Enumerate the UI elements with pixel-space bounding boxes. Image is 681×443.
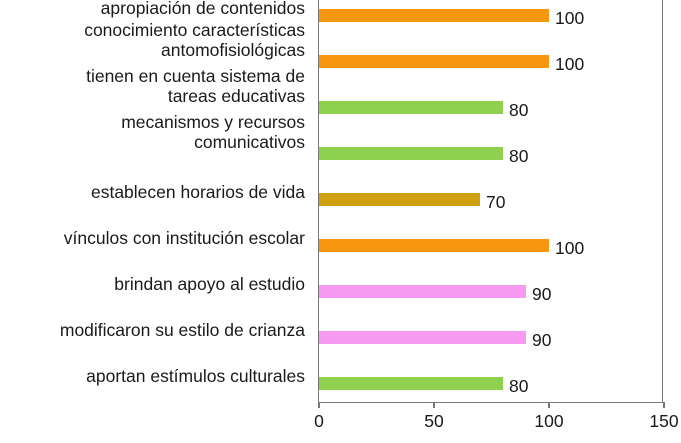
- category-label-line: brindan apoyo al estudio: [114, 274, 305, 294]
- data-label: 100: [555, 54, 585, 74]
- bar: [319, 285, 526, 298]
- category-label-line: mecanismos y recursos: [121, 112, 305, 132]
- bar: [319, 9, 549, 22]
- category-label-line: tareas educativas: [167, 86, 305, 106]
- category-label-line: antomofisiológicas: [161, 40, 305, 60]
- category-label-line: aportan estímulos culturales: [86, 366, 305, 386]
- data-label: 70: [486, 192, 506, 212]
- category-label: aportan estímulos culturales: [0, 366, 305, 386]
- category-label: conocimiento características antomofisiol…: [0, 20, 305, 60]
- tick-mark: [433, 402, 435, 408]
- bar: [319, 377, 503, 390]
- tick-mark: [663, 402, 665, 408]
- data-label: 100: [555, 238, 585, 258]
- category-label: establecen horarios de vida: [0, 182, 305, 202]
- tick-mark: [548, 402, 550, 408]
- category-label-line: modificaron su estilo de crianza: [59, 320, 305, 340]
- category-label-line: vínculos con institución escolar: [63, 228, 305, 248]
- category-label: mecanismos y recursos comunicativos: [0, 112, 305, 152]
- x-tick-label: 50: [424, 411, 444, 431]
- bar: [319, 147, 503, 160]
- category-label: apropiación de contenidos: [0, 0, 305, 18]
- bar: [319, 101, 503, 114]
- category-label: vínculos con institución escolar: [0, 228, 305, 248]
- category-label: modificaron su estilo de crianza: [0, 320, 305, 340]
- data-label: 80: [509, 376, 529, 396]
- data-label: 80: [509, 100, 529, 120]
- data-label: 80: [509, 146, 529, 166]
- bar: [319, 55, 549, 68]
- bar: [319, 239, 549, 252]
- category-label-line: conocimiento características: [84, 20, 305, 40]
- data-label: 90: [532, 330, 552, 350]
- bar: [319, 193, 480, 206]
- category-label-line: establecen horarios de vida: [90, 182, 305, 202]
- data-label: 100: [555, 8, 585, 28]
- tick-mark: [318, 402, 320, 408]
- x-tick-label: 0: [314, 411, 324, 431]
- category-label: brindan apoyo al estudio: [0, 274, 305, 294]
- bar: [319, 331, 526, 344]
- category-label-line: apropiación de contenidos: [100, 0, 305, 18]
- plot-area: [318, 0, 663, 403]
- x-tick-label: 150: [649, 411, 679, 431]
- category-label: tienen en cuenta sistema de tareas educat…: [0, 66, 305, 106]
- x-tick-label: 100: [534, 411, 564, 431]
- category-label-line: tienen en cuenta sistema de: [86, 66, 305, 86]
- category-label-line: comunicativos: [194, 132, 305, 152]
- data-label: 90: [532, 284, 552, 304]
